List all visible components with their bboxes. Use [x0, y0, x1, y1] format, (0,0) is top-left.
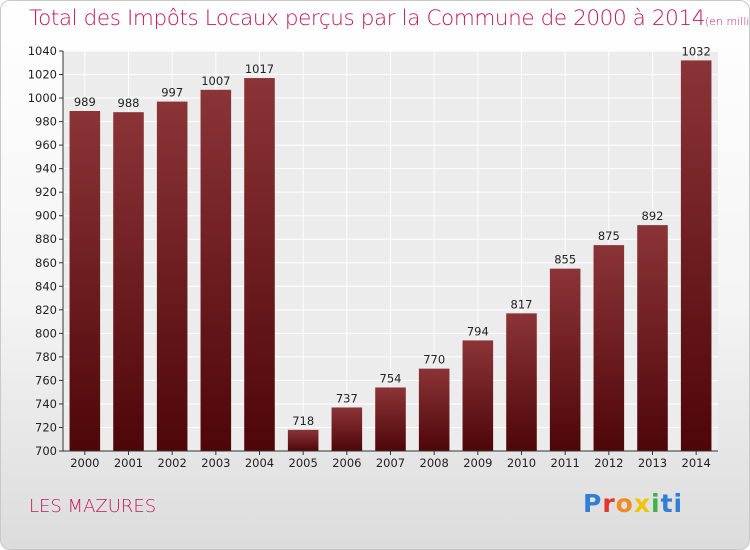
x-tick-label: 2000 [70, 456, 99, 470]
y-tick-label: 760 [35, 373, 57, 387]
bar [244, 78, 275, 451]
x-tick-label: 2007 [376, 456, 405, 470]
y-tick-label: 980 [35, 115, 57, 129]
x-tick-label: 2006 [332, 456, 361, 470]
x-tick-label: 2009 [463, 456, 492, 470]
y-tick-label: 960 [35, 138, 57, 152]
y-tick-label: 1040 [28, 44, 57, 58]
commune-name: LES MAZURES [29, 496, 157, 517]
value-label: 1032 [682, 44, 711, 58]
y-tick-label: 800 [35, 326, 57, 340]
value-label: 875 [598, 229, 620, 243]
bar [637, 225, 668, 451]
y-tick-label: 820 [35, 303, 57, 317]
x-tick-label: 2013 [638, 456, 667, 470]
logo-letter: o [615, 489, 634, 518]
bar [69, 111, 101, 451]
x-tick-label: 2012 [594, 456, 623, 470]
value-label: 1017 [245, 62, 274, 76]
labels: 700 720 740 760 780 800 820 840 860 880 900 920 940 9… [28, 44, 711, 470]
value-label: 754 [380, 371, 402, 385]
value-label: 855 [554, 253, 576, 267]
y-tick-label: 720 [35, 420, 57, 434]
axes [59, 50, 718, 455]
logo-letter: i [651, 489, 661, 518]
x-tick-label: 2001 [114, 456, 143, 470]
x-tick-label: 2003 [201, 456, 230, 470]
logo-letter: x [633, 489, 651, 518]
bars [69, 60, 712, 452]
y-tick-label: 860 [35, 256, 57, 270]
value-label: 737 [336, 391, 358, 405]
value-label: 770 [423, 353, 445, 367]
value-label: 997 [161, 86, 183, 100]
value-label: 1007 [201, 74, 230, 88]
y-tick-label: 700 [35, 444, 57, 458]
bar [331, 407, 363, 451]
y-tick-label: 780 [35, 350, 57, 364]
x-tick-label: 2005 [289, 456, 318, 470]
chart-title-text: Total des Impôts Locaux perçus par la Co… [29, 6, 705, 31]
bar [375, 387, 406, 451]
logo-letter: i [673, 489, 684, 518]
bar [113, 112, 144, 452]
y-tick-label: 900 [35, 209, 57, 223]
y-tick-label: 940 [35, 162, 57, 176]
bar [200, 89, 232, 451]
y-tick-label: 1020 [28, 68, 57, 82]
bar [549, 268, 581, 451]
chart-title: Total des Impôts Locaux perçus par la Co… [29, 6, 750, 31]
logo-letter: P [583, 489, 603, 518]
bar [287, 429, 319, 451]
value-label: 718 [292, 414, 314, 428]
bar [462, 340, 494, 451]
logo-letter: t [660, 489, 674, 518]
y-tick-label: 920 [35, 185, 57, 199]
value-label: 988 [118, 96, 140, 110]
value-label: 989 [74, 95, 96, 109]
value-label: 794 [467, 324, 489, 338]
x-tick-label: 2002 [158, 456, 187, 470]
proxiti-logo[interactable]: Proxiti [583, 489, 683, 518]
bar [680, 60, 712, 451]
y-tick-label: 1000 [28, 91, 57, 105]
bar [593, 245, 625, 451]
value-label: 817 [511, 297, 533, 311]
x-tick-label: 2008 [420, 456, 449, 470]
bar [506, 313, 537, 451]
bar [418, 368, 450, 451]
x-tick-label: 2010 [507, 456, 536, 470]
y-tick-label: 880 [35, 232, 57, 246]
x-tick-label: 2011 [551, 456, 580, 470]
chart-unit: (en milliers d'€) [705, 15, 750, 28]
x-tick-label: 2014 [682, 456, 711, 470]
x-tick-label: 2004 [245, 456, 274, 470]
value-label: 892 [642, 209, 664, 223]
y-tick-label: 840 [35, 279, 57, 293]
logo-letter: r [602, 489, 616, 518]
y-tick-label: 740 [35, 397, 57, 411]
bar [156, 101, 188, 452]
